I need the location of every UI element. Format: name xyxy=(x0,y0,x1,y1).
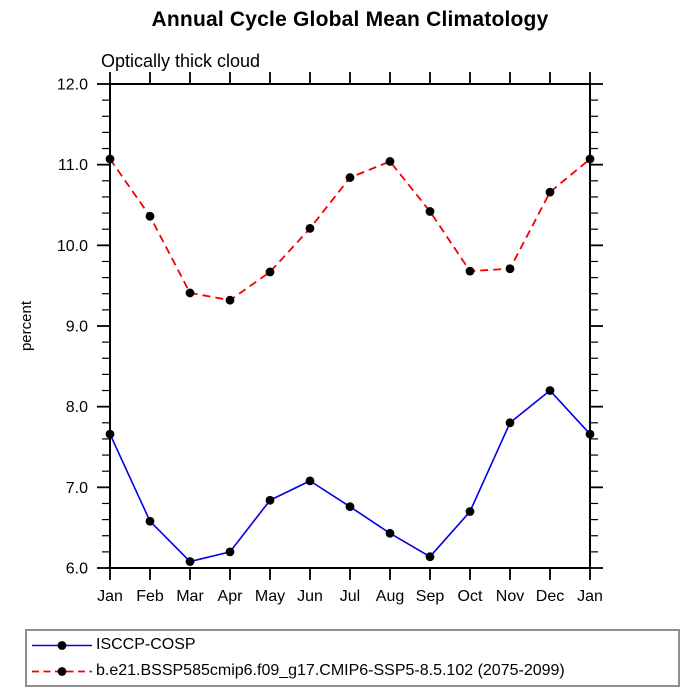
svg-text:7.0: 7.0 xyxy=(66,480,88,497)
svg-text:Jul: Jul xyxy=(340,588,360,605)
svg-text:12.0: 12.0 xyxy=(57,77,88,94)
svg-text:Nov: Nov xyxy=(496,588,524,605)
svg-text:8.0: 8.0 xyxy=(66,399,88,416)
chart-title: Annual Cycle Global Mean Climatology xyxy=(151,8,549,31)
chart-subtitle: Optically thick cloud xyxy=(101,51,261,71)
svg-text:Apr: Apr xyxy=(218,588,244,605)
svg-text:Jan: Jan xyxy=(577,588,603,605)
svg-text:Jan: Jan xyxy=(97,588,123,605)
legend-label-isccp: ISCCP-COSP xyxy=(96,636,196,653)
legend-item-isccp: ISCCP-COSP xyxy=(30,633,678,657)
legend-line-dashed-icon xyxy=(32,666,92,676)
svg-text:Mar: Mar xyxy=(176,588,204,605)
legend-line-solid-icon xyxy=(32,640,92,650)
svg-text:Aug: Aug xyxy=(376,588,404,605)
svg-text:10.0: 10.0 xyxy=(57,238,88,255)
legend-box: ISCCP-COSP b.e21.BSSP585cmip6.f09_g17.CM… xyxy=(25,629,680,687)
svg-text:Sep: Sep xyxy=(416,588,445,605)
svg-text:Feb: Feb xyxy=(136,588,164,605)
axis-frame: 6.0 7.0 8.0 9.0 10.0 11.0 12.0 Jan Feb Mar Apr May J… xyxy=(57,72,603,605)
svg-text:6.0: 6.0 xyxy=(66,561,88,578)
y-axis-label: percent xyxy=(18,300,35,351)
svg-text:May: May xyxy=(255,588,285,605)
svg-text:9.0: 9.0 xyxy=(66,319,88,336)
data-series xyxy=(105,154,595,566)
svg-text:Oct: Oct xyxy=(458,588,483,605)
svg-text:Dec: Dec xyxy=(536,588,564,605)
svg-text:Jun: Jun xyxy=(297,588,323,605)
plot-area: percent 6.0 7.0 8.0 9.0 10.0 11.0 12.0 Jan Feb Ma… xyxy=(18,72,603,605)
legend-item-model: b.e21.BSSP585cmip6.f09_g17.CMIP6-SSP5-8.… xyxy=(30,659,678,683)
svg-text:11.0: 11.0 xyxy=(58,157,88,174)
legend-label-model: b.e21.BSSP585cmip6.f09_g17.CMIP6-SSP5-8.… xyxy=(96,662,565,679)
